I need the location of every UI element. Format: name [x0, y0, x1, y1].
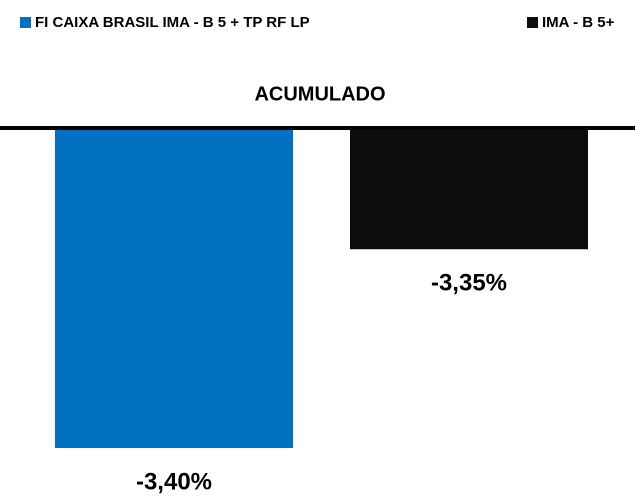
- legend-swatch: [527, 17, 538, 28]
- bar: [350, 130, 588, 250]
- legend-label: IMA - B 5+: [542, 14, 615, 31]
- legend-label: FI CAIXA BRASIL IMA - B 5 + TP RF LP: [35, 14, 310, 31]
- data-label: -3,35%: [431, 270, 507, 297]
- legend-swatch: [20, 17, 31, 28]
- data-label: -3,40%: [136, 468, 212, 495]
- bar: [55, 130, 293, 448]
- category-label: ACUMULADO: [254, 83, 385, 105]
